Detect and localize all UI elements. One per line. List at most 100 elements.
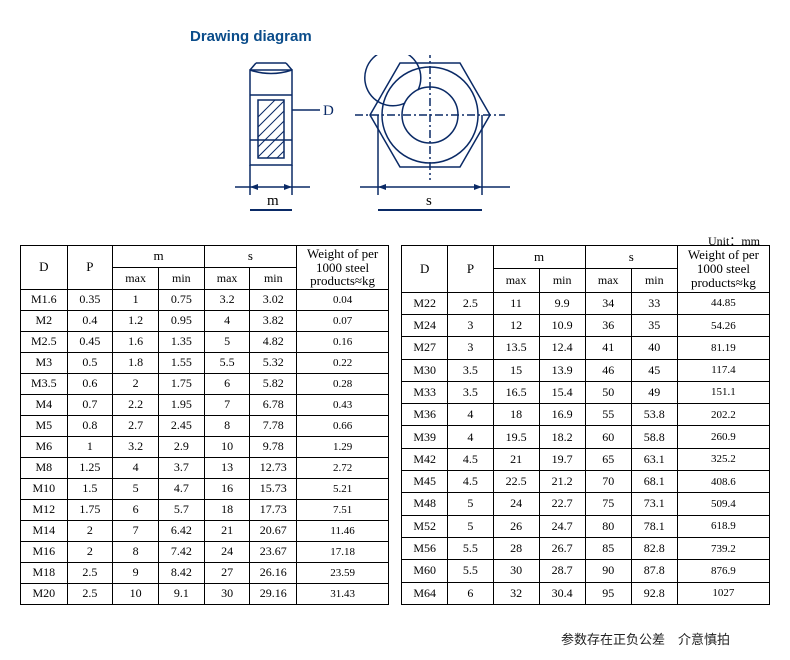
cell: 87.8 (631, 560, 677, 582)
cell: 13.9 (539, 359, 585, 381)
cell: 29.16 (250, 583, 297, 604)
table-row: M3641816.95553.8202.2 (402, 404, 770, 426)
table-row: M222.5119.9343344.85 (402, 292, 770, 314)
cell: 20.67 (250, 520, 297, 541)
cell: M12 (21, 499, 68, 520)
cell: 49 (631, 381, 677, 403)
cell: 0.43 (297, 394, 389, 415)
nut-diagram: D m s (220, 55, 560, 225)
cell: 32 (493, 582, 539, 604)
cell: M36 (402, 404, 448, 426)
cell: 7.51 (297, 499, 389, 520)
cell: 30 (493, 560, 539, 582)
cell: 1.2 (113, 310, 159, 331)
cell: 40 (631, 337, 677, 359)
cell: 34 (585, 292, 631, 314)
cell: 11 (493, 292, 539, 314)
cell: 0.7 (67, 394, 113, 415)
cell: 70 (585, 471, 631, 493)
cell: 876.9 (677, 560, 769, 582)
cell: 21 (493, 448, 539, 470)
cell: 15.73 (250, 478, 297, 499)
cell: M16 (21, 541, 68, 562)
cell: 12 (493, 314, 539, 336)
cell: 24 (493, 493, 539, 515)
col-header-m-min: min (539, 269, 585, 292)
cell: 1027 (677, 582, 769, 604)
cell: 3.2 (113, 436, 159, 457)
cell: M42 (402, 448, 448, 470)
cell: 5.7 (158, 499, 204, 520)
table-row: M30.51.81.555.55.320.22 (21, 352, 389, 373)
cell: 6 (204, 373, 250, 394)
cell: 1.55 (158, 352, 204, 373)
cell: 8 (113, 541, 159, 562)
cell: 15.4 (539, 381, 585, 403)
cell: M39 (402, 426, 448, 448)
cell: 4.82 (250, 331, 297, 352)
cell: 30 (204, 583, 250, 604)
cell: 28.7 (539, 560, 585, 582)
cell: M2 (21, 310, 68, 331)
cell: 0.66 (297, 415, 389, 436)
table-row: M40.72.21.9576.780.43 (21, 394, 389, 415)
cell: 5 (448, 493, 493, 515)
cell: M10 (21, 478, 68, 499)
cell: 58.8 (631, 426, 677, 448)
cell: 2 (67, 520, 113, 541)
cell: 3 (448, 314, 493, 336)
col-header-d: D (402, 246, 448, 293)
table-row: M605.53028.79087.8876.9 (402, 560, 770, 582)
cell: 21.2 (539, 471, 585, 493)
cell: 73.1 (631, 493, 677, 515)
cell: 9 (113, 562, 159, 583)
cell: 19.5 (493, 426, 539, 448)
label-m: m (267, 193, 279, 209)
cell: 6 (448, 582, 493, 604)
cell: 24 (204, 541, 250, 562)
cell: 0.16 (297, 331, 389, 352)
cell: 0.6 (67, 373, 113, 394)
cell: 325.2 (677, 448, 769, 470)
cell: 9.1 (158, 583, 204, 604)
cell: 33 (631, 292, 677, 314)
col-header-m-max: max (113, 267, 159, 289)
cell: 1.29 (297, 436, 389, 457)
cell: M60 (402, 560, 448, 582)
cell: 739.2 (677, 537, 769, 559)
table-row: M182.598.422726.1623.59 (21, 562, 389, 583)
table-row: M6463230.49592.81027 (402, 582, 770, 604)
cell: 1.95 (158, 394, 204, 415)
cell: M24 (402, 314, 448, 336)
cell: 45 (631, 359, 677, 381)
cell: 1.6 (113, 331, 159, 352)
cell: 3.7 (158, 457, 204, 478)
cell: 0.4 (67, 310, 113, 331)
table-row: M1.60.3510.753.23.020.04 (21, 289, 389, 310)
col-header-m: m (113, 246, 204, 268)
table-row: M5252624.78078.1618.9 (402, 515, 770, 537)
cell: 41 (585, 337, 631, 359)
cell: M20 (21, 583, 68, 604)
cell: 6.42 (158, 520, 204, 541)
cell: 3 (448, 337, 493, 359)
cell: 55 (585, 404, 631, 426)
cell: 1.35 (158, 331, 204, 352)
cell: 0.75 (158, 289, 204, 310)
col-header-s-max: max (204, 267, 250, 289)
cell: 4.5 (448, 471, 493, 493)
cell: 24.7 (539, 515, 585, 537)
table-row: M50.82.72.4587.780.66 (21, 415, 389, 436)
cell: 21 (204, 520, 250, 541)
table-row: M454.522.521.27068.1408.6 (402, 471, 770, 493)
cell: 5.21 (297, 478, 389, 499)
label-d: D (323, 103, 334, 119)
cell: 68.1 (631, 471, 677, 493)
cell: 2 (113, 373, 159, 394)
cell: 17.73 (250, 499, 297, 520)
cell: M64 (402, 582, 448, 604)
cell: M2.5 (21, 331, 68, 352)
cell: 31.43 (297, 583, 389, 604)
cell: 9.9 (539, 292, 585, 314)
cell: M30 (402, 359, 448, 381)
